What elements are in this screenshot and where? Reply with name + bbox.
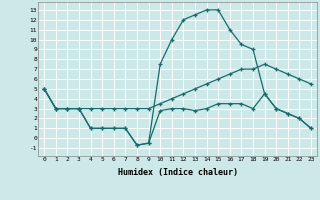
X-axis label: Humidex (Indice chaleur): Humidex (Indice chaleur): [118, 168, 238, 177]
